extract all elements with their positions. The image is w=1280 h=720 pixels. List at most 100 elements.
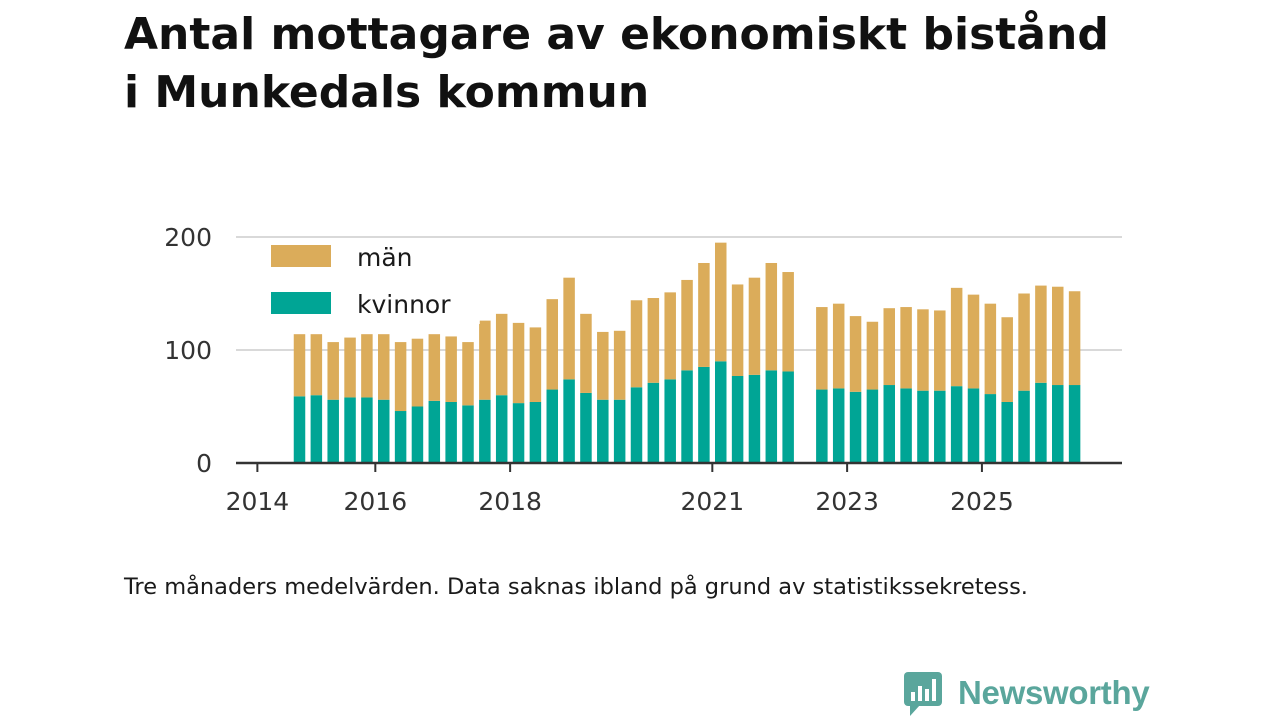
bar-man-2017-Q2 xyxy=(479,320,491,400)
bar-kvinnor-2021-Q1 xyxy=(731,375,744,463)
bar-man-2025-Q2 xyxy=(1018,293,1030,391)
bar-man-2016-Q4 xyxy=(445,336,457,402)
x-tick-label-2018: 2018 xyxy=(478,487,542,516)
bar-man-2026-Q1 xyxy=(1068,291,1081,386)
x-tick-label-2014: 2014 xyxy=(226,487,290,516)
bar-man-2015-Q4 xyxy=(378,334,390,400)
bar-man-2017-Q4 xyxy=(512,322,525,404)
bar-man-2016-Q2 xyxy=(411,338,424,407)
bar-man-2024-Q1 xyxy=(934,310,946,391)
bar-kvinnor-2024-Q1 xyxy=(934,390,946,463)
bar-kvinnor-2018-Q4 xyxy=(580,392,592,463)
bar-kvinnor-2022-Q2 xyxy=(816,389,828,463)
bar-kvinnor-2021-Q3 xyxy=(765,370,778,463)
bar-kvinnor-2018-Q3 xyxy=(563,379,575,463)
x-tick-label-2021: 2021 xyxy=(681,487,745,516)
bar-kvinnor-2024-Q4 xyxy=(984,394,997,463)
bar-kvinnor-2023-Q2 xyxy=(883,385,895,463)
bar-kvinnor-2022-Q3 xyxy=(832,388,845,463)
bar-kvinnor-2021-Q2 xyxy=(748,374,761,463)
bar-kvinnor-2020-Q2 xyxy=(681,370,693,463)
bar-man-2020-Q3 xyxy=(698,262,710,367)
bar-man-2022-Q2 xyxy=(816,307,828,390)
bar-kvinnor-2017-Q4 xyxy=(512,403,525,463)
bar-kvinnor-2020-Q1 xyxy=(664,379,676,463)
bar-kvinnor-2016-Q3 xyxy=(428,400,441,463)
y-tick-label-100: 100 xyxy=(164,336,212,365)
bar-kvinnor-2017-Q3 xyxy=(495,395,508,463)
bar-man-2019-Q1 xyxy=(597,331,609,400)
legend-label-kvinnor: kvinnor xyxy=(357,290,451,319)
bar-kvinnor-2024-Q2 xyxy=(950,386,963,463)
bar-man-2025-Q3 xyxy=(1035,285,1047,383)
bar-man-2021-Q2 xyxy=(748,277,761,375)
bar-kvinnor-2023-Q4 xyxy=(917,390,929,463)
bar-man-2014-Q4 xyxy=(310,334,323,396)
bar-kvinnor-2019-Q4 xyxy=(647,382,660,463)
bar-kvinnor-2021-Q4 xyxy=(782,371,794,463)
bar-man-2022-Q4 xyxy=(849,316,862,392)
bar-kvinnor-2023-Q1 xyxy=(866,389,879,463)
bar-chart: 0 100 200 2014 2016 2018 2021 2023 2025 män kvinno… xyxy=(164,223,1122,516)
bar-man-2024-Q3 xyxy=(967,294,980,389)
chart-title: Antal mottagare av ekonomiskt bistånd i … xyxy=(124,6,1224,122)
title-line-1: Antal mottagare av ekonomiskt bistånd xyxy=(124,9,1109,60)
bar-man-2018-Q4 xyxy=(580,313,592,393)
brand-name: Newsworthy xyxy=(958,674,1150,711)
bar-man-2023-Q2 xyxy=(883,308,895,386)
newsworthy-logo: Newsworthy xyxy=(902,670,1150,716)
bar-kvinnor-2020-Q4 xyxy=(715,361,727,463)
bar-man-2022-Q3 xyxy=(832,303,845,389)
bar-man-2021-Q3 xyxy=(765,262,778,371)
bar-man-2020-Q1 xyxy=(664,292,676,380)
legend-label-man: män xyxy=(357,243,413,272)
bar-kvinnor-2014-Q4 xyxy=(310,395,323,463)
legend-swatch-man xyxy=(271,245,331,267)
bar-kvinnor-2026-Q1 xyxy=(1068,385,1081,463)
x-tick-label-2025: 2025 xyxy=(950,487,1014,516)
newsworthy-logo-icon xyxy=(904,672,942,716)
bar-man-2015-Q1 xyxy=(327,342,339,400)
bar-man-2017-Q3 xyxy=(495,313,508,396)
bar-man-2018-Q3 xyxy=(563,277,575,380)
bar-man-2018-Q1 xyxy=(529,327,542,402)
bar-kvinnor-2017-Q1 xyxy=(462,405,474,463)
bar-man-2024-Q2 xyxy=(950,287,963,387)
bar-kvinnor-2015-Q1 xyxy=(327,399,339,463)
bar-kvinnor-2014-Q3 xyxy=(293,396,306,463)
bar-kvinnor-2025-Q1 xyxy=(1001,401,1013,463)
title-line-2: i Munkedals kommun xyxy=(124,67,650,118)
bar-kvinnor-2016-Q4 xyxy=(445,401,457,463)
bar-man-2023-Q3 xyxy=(900,307,912,389)
bar-man-2020-Q4 xyxy=(715,242,727,362)
bar-man-2015-Q2 xyxy=(344,337,356,398)
bar-man-2014-Q3 xyxy=(293,334,306,397)
bar-man-2023-Q1 xyxy=(866,321,879,390)
bar-man-2016-Q1 xyxy=(394,342,407,412)
bar-kvinnor-2018-Q1 xyxy=(529,401,542,463)
bar-kvinnor-2020-Q3 xyxy=(698,366,710,463)
bar-man-2016-Q3 xyxy=(428,334,441,401)
bar-kvinnor-2019-Q1 xyxy=(597,399,609,463)
bar-kvinnor-2022-Q4 xyxy=(849,391,862,463)
bar-kvinnor-2023-Q3 xyxy=(900,388,912,463)
bar-man-2017-Q1 xyxy=(462,342,474,406)
bar-man-2018-Q2 xyxy=(546,299,558,390)
bar-man-2019-Q2 xyxy=(613,330,626,400)
bar-man-2025-Q4 xyxy=(1052,286,1064,386)
bar-man-2025-Q1 xyxy=(1001,317,1013,402)
bar-man-2015-Q3 xyxy=(361,334,373,398)
bar-kvinnor-2016-Q1 xyxy=(394,411,407,463)
bar-kvinnor-2025-Q3 xyxy=(1035,382,1047,463)
bar-kvinnor-2015-Q2 xyxy=(344,397,356,463)
bar-kvinnor-2017-Q2 xyxy=(479,399,491,463)
bar-man-2021-Q4 xyxy=(782,272,794,372)
bar-kvinnor-2016-Q2 xyxy=(411,406,424,463)
bar-kvinnor-2025-Q4 xyxy=(1052,385,1064,463)
bar-man-2023-Q4 xyxy=(917,309,929,391)
bar-kvinnor-2024-Q3 xyxy=(967,388,980,463)
bar-kvinnor-2015-Q3 xyxy=(361,397,373,463)
bar-kvinnor-2019-Q3 xyxy=(630,387,643,463)
bar-man-2024-Q4 xyxy=(984,303,997,395)
y-tick-label-200: 200 xyxy=(164,223,212,252)
